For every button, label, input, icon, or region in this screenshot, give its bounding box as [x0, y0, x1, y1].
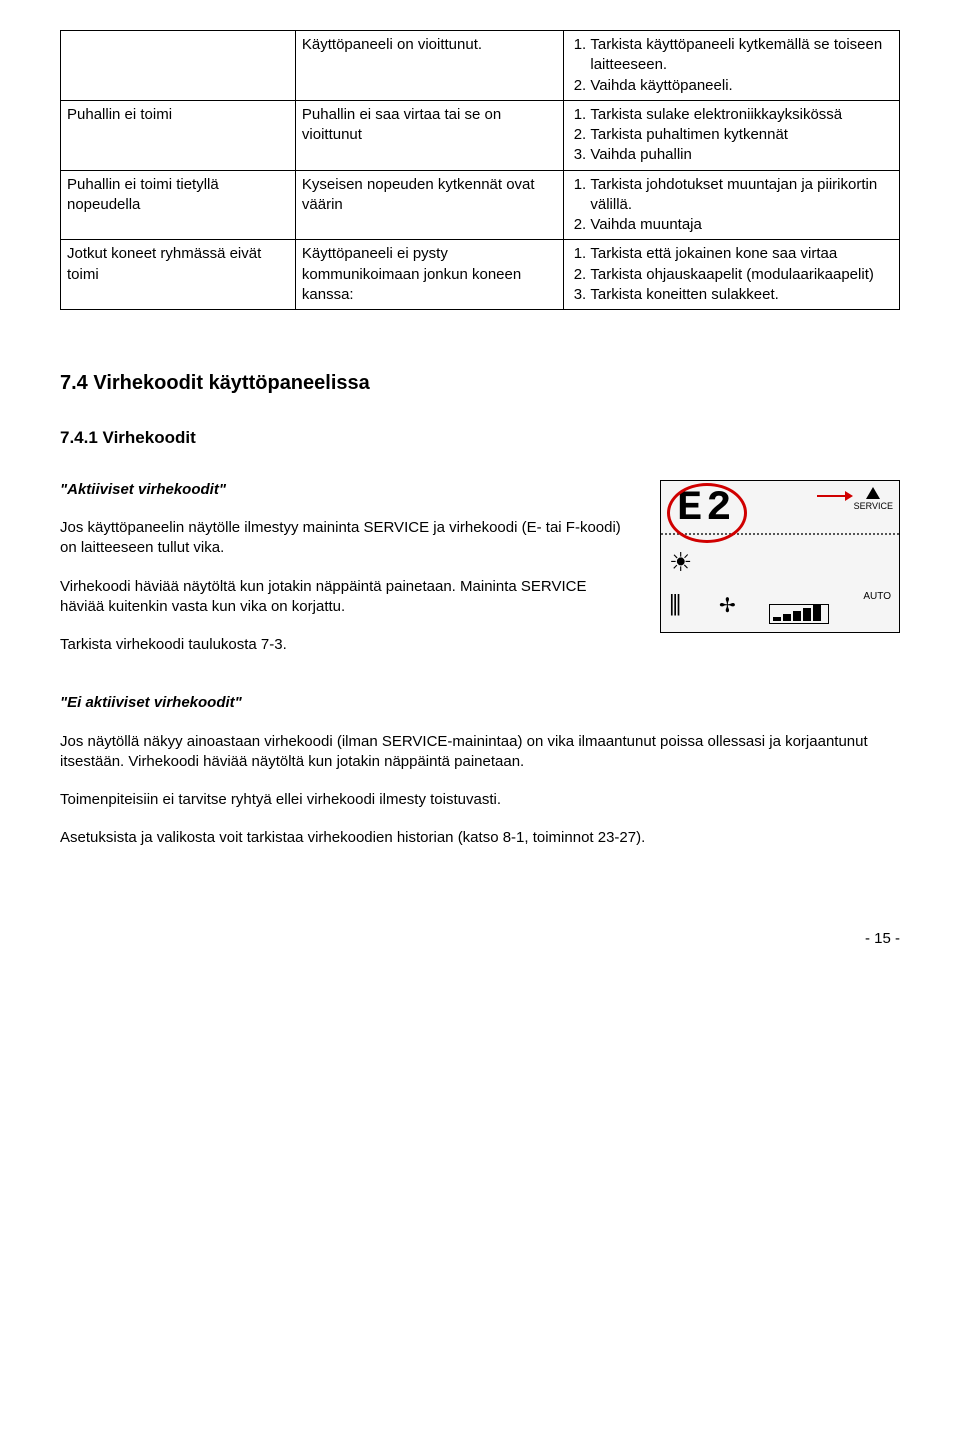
- active-codes-p3: Tarkista virhekoodi taulukosta 7-3.: [60, 635, 630, 655]
- symptom-cell: Jotkut koneet ryhmässä eivät toimi: [61, 240, 296, 310]
- action-item: Tarkista että jokainen kone saa virtaa: [590, 244, 893, 264]
- table-row: Käyttöpaneeli on vioittunut. Tarkista käy…: [61, 31, 900, 101]
- fan-icon: ✢: [719, 593, 759, 620]
- symptom-cell: [61, 31, 296, 101]
- action-item: Tarkista johdotukset muuntajan ja piirik…: [590, 175, 893, 216]
- warning-triangle-icon: [866, 487, 880, 499]
- inactive-codes-p3: Asetuksista ja valikosta voit tarkistaa …: [60, 828, 900, 848]
- cause-cell: Kyseisen nopeuden kytkennät ovat väärin: [295, 170, 563, 240]
- action-cell: Tarkista että jokainen kone saa virtaaTa…: [564, 240, 900, 310]
- action-item: Tarkista sulake elektroniikkayksikössä: [590, 105, 893, 125]
- action-item: Tarkista koneitten sulakkeet.: [590, 285, 893, 305]
- active-codes-p1: Jos käyttöpaneelin näytölle ilmestyy mai…: [60, 518, 630, 559]
- action-item: Vaihda puhallin: [590, 145, 893, 165]
- action-item: Vaihda käyttöpaneeli.: [590, 76, 893, 96]
- inactive-codes-p2: Toimenpiteisiin ei tarvitse ryhtyä ellei…: [60, 790, 900, 810]
- action-cell: Tarkista käyttöpaneeli kytkemällä se toi…: [564, 31, 900, 101]
- inactive-codes-p1: Jos näytöllä näkyy ainoastaan virhekoodi…: [60, 732, 900, 773]
- action-item: Tarkista ohjauskaapelit (modulaarikaapel…: [590, 265, 893, 285]
- action-item: Tarkista puhaltimen kytkennät: [590, 125, 893, 145]
- display-panel-illustration: E2 SERVICE ☀ ⦀ ✢ AUTO: [660, 480, 900, 633]
- section-heading-7-4-1: 7.4.1 Virhekoodit: [60, 427, 900, 450]
- fan-speed-bars: [769, 604, 829, 624]
- action-item: Tarkista käyttöpaneeli kytkemällä se toi…: [590, 35, 893, 76]
- service-label: SERVICE: [854, 501, 893, 511]
- error-code-highlight-circle: [667, 483, 747, 543]
- cause-cell: Puhallin ei saa virtaa tai se on vioittu…: [295, 100, 563, 170]
- cause-cell: Käyttöpaneeli on vioittunut.: [295, 31, 563, 101]
- auto-label: AUTO: [769, 590, 891, 604]
- active-codes-title: "Aktiiviset virhekoodit": [60, 480, 630, 500]
- sun-icon: ☀: [669, 545, 709, 580]
- service-arrow: [817, 495, 847, 497]
- cause-cell: Käyttöpaneeli ei pysty kommunikoimaan jo…: [295, 240, 563, 310]
- page-number: - 15 -: [60, 929, 900, 949]
- section-heading-7-4: 7.4 Virhekoodit käyttöpaneelissa: [60, 370, 900, 397]
- action-item: Vaihda muuntaja: [590, 215, 893, 235]
- table-row: Puhallin ei toimi tietyllä nopeudellaKys…: [61, 170, 900, 240]
- heat-waves-icon: ⦀: [669, 593, 709, 621]
- troubleshoot-table: Käyttöpaneeli on vioittunut. Tarkista käy…: [60, 30, 900, 310]
- action-cell: Tarkista sulake elektroniikkayksikössäTa…: [564, 100, 900, 170]
- inactive-codes-title: "Ei aktiiviset virhekoodit": [60, 693, 900, 713]
- table-row: Puhallin ei toimiPuhallin ei saa virtaa …: [61, 100, 900, 170]
- symptom-cell: Puhallin ei toimi tietyllä nopeudella: [61, 170, 296, 240]
- service-indicator: SERVICE: [854, 487, 893, 512]
- symptom-cell: Puhallin ei toimi: [61, 100, 296, 170]
- active-codes-p2: Virhekoodi häviää näytöltä kun jotakin n…: [60, 577, 630, 618]
- table-row: Jotkut koneet ryhmässä eivät toimiKäyttö…: [61, 240, 900, 310]
- action-cell: Tarkista johdotukset muuntajan ja piirik…: [564, 170, 900, 240]
